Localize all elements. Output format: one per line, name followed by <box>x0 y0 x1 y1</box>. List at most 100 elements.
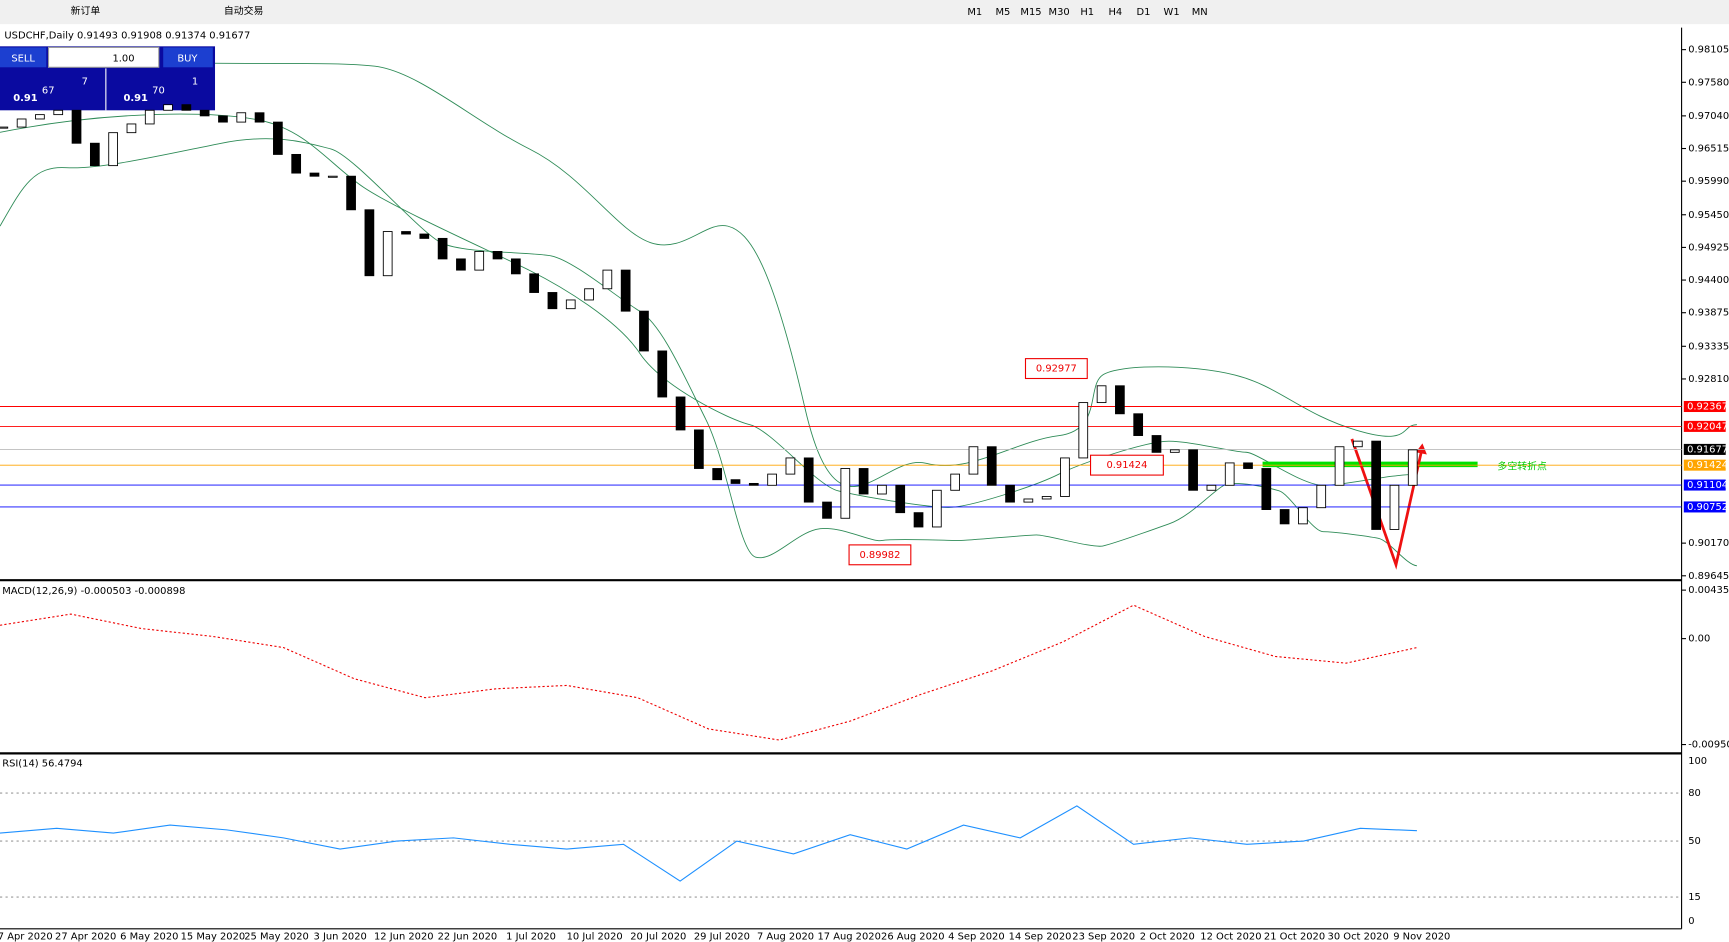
candle <box>1243 462 1253 469</box>
candle <box>1261 468 1272 510</box>
candle <box>364 209 375 277</box>
lot-value[interactable]: 1.00 <box>112 53 134 64</box>
price-tick-label: 0.93335 <box>1688 341 1729 352</box>
buy-button[interactable] <box>163 47 213 68</box>
timeframe-button[interactable]: M5 <box>995 7 1010 18</box>
timeframe-button[interactable]: M1 <box>967 7 982 18</box>
candle <box>950 473 960 491</box>
date-label: 12 Oct 2020 <box>1200 931 1261 942</box>
candle <box>382 231 393 277</box>
price-tick-label: 0.95450 <box>1688 210 1729 221</box>
candle <box>0 126 9 129</box>
timeframe-button[interactable]: D1 <box>1137 7 1151 18</box>
candle <box>492 251 503 260</box>
candle <box>620 269 631 312</box>
candle <box>1389 484 1400 530</box>
date-label: 17 Aug 2020 <box>817 931 880 942</box>
candle <box>1005 484 1015 503</box>
candle <box>931 489 942 528</box>
candle <box>748 482 759 486</box>
price-tick-label: 0.96515 <box>1688 144 1729 155</box>
rsi-line <box>0 805 1417 882</box>
date-label: 10 Jul 2020 <box>567 931 623 942</box>
toolbar-button[interactable]: 新订单 <box>71 4 101 17</box>
level-label: 0.92047 <box>1687 421 1728 432</box>
level-tag <box>1683 400 1726 413</box>
toolbar <box>0 0 1729 25</box>
candle <box>181 104 192 111</box>
timeframe-button[interactable]: M15 <box>1020 7 1041 18</box>
candle <box>108 132 118 167</box>
ask-small: 1 <box>192 77 198 88</box>
date-label: 23 Sep 2020 <box>1072 931 1135 942</box>
level-label: 0.91424 <box>1687 460 1728 471</box>
candle <box>16 118 27 128</box>
candle <box>968 446 979 475</box>
candle <box>510 258 521 275</box>
candle <box>53 109 64 116</box>
candle <box>675 396 686 431</box>
candle <box>236 112 247 123</box>
candle <box>694 429 704 469</box>
timeframe-button[interactable]: M30 <box>1049 7 1070 18</box>
candle <box>401 231 411 235</box>
date-label: 21 Oct 2020 <box>1264 931 1325 942</box>
bollinger-lower <box>0 138 1418 567</box>
price-tick-label: 0.89645 <box>1688 571 1729 582</box>
candle <box>254 112 265 123</box>
candle <box>657 350 668 398</box>
candle <box>346 175 356 211</box>
price-tick-label: 0.93875 <box>1688 308 1729 319</box>
candle <box>1371 440 1381 530</box>
price-tick-label: 0.97040 <box>1688 111 1729 122</box>
candle <box>218 115 228 123</box>
timeframe-button[interactable]: MN <box>1192 7 1208 18</box>
candle <box>437 237 448 260</box>
sell-label[interactable]: SELL <box>11 53 35 64</box>
rsi-tick-label: 80 <box>1688 788 1701 799</box>
candle <box>1041 496 1052 500</box>
date-label: 15 May 2020 <box>181 931 246 942</box>
level-tag <box>1683 459 1726 471</box>
toolbar-button[interactable]: 自动交易 <box>224 4 264 17</box>
rsi-label: RSI(14) 56.4794 <box>2 758 83 769</box>
sell-button[interactable] <box>0 47 47 68</box>
macd-tick-label: 0.00 <box>1688 634 1710 645</box>
candle <box>1115 385 1125 415</box>
price-annotation: 0.92977 <box>1036 364 1077 375</box>
pivot-note: 多空转折点 <box>1497 460 1547 473</box>
timeframe-button[interactable]: H4 <box>1108 7 1122 18</box>
date-label: 29 Jul 2020 <box>694 931 750 942</box>
candle <box>1151 435 1162 453</box>
candle <box>273 121 283 155</box>
timeframe-button[interactable]: W1 <box>1164 7 1180 18</box>
candle <box>1224 462 1235 486</box>
macd-signal <box>0 604 1418 741</box>
date-label: 14 Sep 2020 <box>1009 931 1072 942</box>
price-tick-label: 0.94925 <box>1688 242 1729 253</box>
buy-label[interactable]: BUY <box>177 53 198 64</box>
candle <box>1407 449 1418 486</box>
lot-input[interactable] <box>47 46 160 68</box>
bid-prefix: 0.91 <box>13 93 38 104</box>
candle <box>291 153 302 174</box>
date-label: 4 Sep 2020 <box>948 931 1004 942</box>
price-tick-label: 0.97580 <box>1688 77 1729 88</box>
date-label: 26 Aug 2020 <box>881 931 944 942</box>
candle <box>639 310 649 352</box>
date-label: 2 Oct 2020 <box>1140 931 1195 942</box>
candle <box>1169 449 1180 453</box>
date-label: 7 Aug 2020 <box>757 931 814 942</box>
price-annotation-box <box>1089 454 1164 476</box>
timeframe-button[interactable]: H1 <box>1080 7 1094 18</box>
bid-big: 67 <box>42 85 55 96</box>
date-label: 20 Jul 2020 <box>630 931 686 942</box>
candle <box>71 109 82 144</box>
candle <box>877 484 887 495</box>
macd-tick-label: 0.004351 <box>1688 585 1729 596</box>
date-label: 1 Jul 2020 <box>506 931 556 942</box>
price-annotation-box <box>848 544 912 566</box>
rsi-tick-label: 100 <box>1688 756 1707 767</box>
date-label: 22 Jun 2020 <box>438 931 498 942</box>
reversal-arrow <box>1350 438 1424 570</box>
